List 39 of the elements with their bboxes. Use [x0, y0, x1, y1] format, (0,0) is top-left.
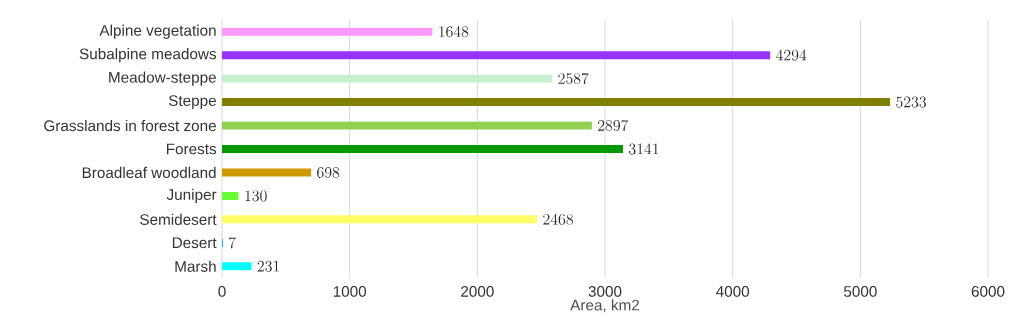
x-tick-label: 5000	[843, 286, 877, 297]
y-tick-label: Forests	[166, 143, 217, 155]
y-tick-label: Alpine vegetation	[99, 24, 216, 39]
bar	[222, 121, 592, 130]
data-label: 3141	[629, 143, 659, 155]
y-tick-label: Meadow-steppe	[109, 71, 216, 86]
data-label: 2468	[543, 213, 573, 225]
bar	[222, 27, 433, 36]
x-tick-label: 4000	[716, 286, 750, 297]
data-label: 698	[317, 166, 340, 178]
x-axis-title: Area, km2	[570, 299, 640, 313]
bar	[222, 145, 624, 153]
data-label: 4294	[776, 49, 807, 61]
bar	[222, 215, 538, 224]
data-label: 130	[245, 190, 267, 202]
bar	[222, 191, 239, 200]
y-tick-label: Broadleaf woodland	[82, 166, 216, 179]
data-label: 5233	[896, 96, 926, 108]
bar	[222, 51, 771, 60]
y-tick-label: Marsh	[175, 260, 216, 272]
bar	[222, 262, 252, 271]
data-label: 2587	[558, 73, 589, 85]
y-tick-label: Grasslands in forest zone	[44, 119, 216, 132]
data-label: 2897	[597, 119, 629, 132]
y-tick-label: Subalpine meadows	[79, 48, 217, 63]
x-tick-label: 3000	[588, 286, 622, 297]
y-tick-label: Semidesert	[140, 213, 217, 225]
data-label: 1648	[439, 26, 469, 38]
y-tick-label: Steppe	[168, 95, 216, 109]
x-tick-label: 6000	[971, 286, 1005, 297]
data-label: 231	[257, 260, 279, 272]
x-tick-label: 1000	[333, 286, 367, 297]
y-tick-label: Juniper	[166, 188, 217, 204]
bar	[222, 98, 891, 107]
x-tick-label: 0	[218, 286, 226, 297]
bar	[222, 168, 312, 177]
data-label: 7	[229, 237, 236, 249]
x-tick-label: 2000	[461, 286, 494, 297]
y-tick-label: Desert	[172, 237, 217, 249]
